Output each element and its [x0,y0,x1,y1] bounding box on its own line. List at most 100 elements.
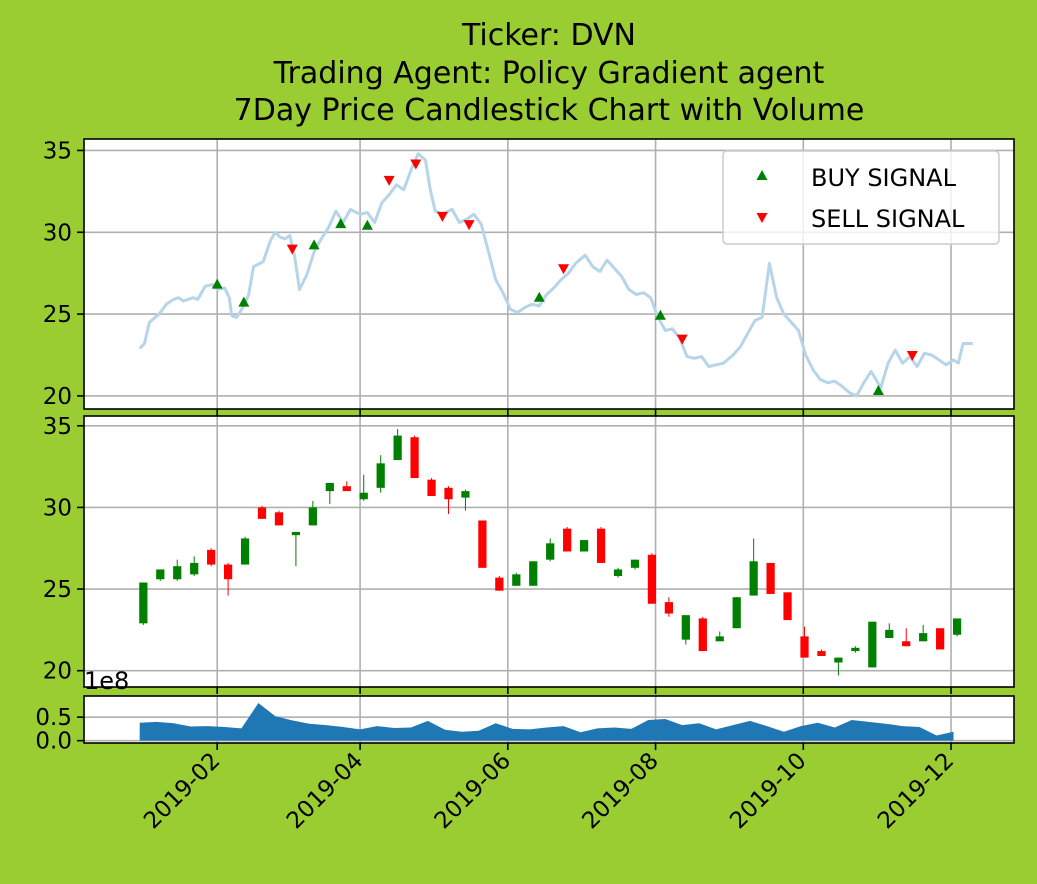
up-candle [529,561,538,586]
candle-body [495,577,504,591]
candle-body [359,492,368,500]
candle-body [766,562,775,594]
y-tick-label: 35 [43,138,72,164]
up-candle [240,536,250,565]
buy-signal-marker [872,385,884,395]
chart-title-line-2: Trading Agent: Policy Gradient agent [273,56,825,91]
down-candle [664,597,673,617]
x-tick-label: 2019-02 [139,748,225,834]
x-tick-labels: 2019-02 2019-04 2019-06 2019-08 2019-10 2019-… [139,748,959,834]
candle-body [749,561,758,596]
candle-body [393,435,402,461]
down-candle [410,435,419,479]
volume-panel: 0.00.5 1e8 [35,667,1015,755]
legend-sell-marker [756,213,768,223]
candle-body [427,479,436,496]
sell-signal-marker [286,244,298,255]
candle-body [444,487,453,500]
up-candle [190,556,199,576]
up-candle [156,569,165,581]
price-x-ticks [216,409,952,416]
y-tick-label: 35 [43,414,72,440]
candle-body [613,569,623,576]
candle-body [580,540,589,552]
legend-buy-marker [756,170,768,180]
candle-body [274,512,284,526]
price-panel: 20 25 30 35 BUY SIGNAL SELL SIGNAL [43,138,1015,416]
candle-panel-grid [84,416,1014,687]
sell-signal-marker [463,220,475,231]
candle-body [207,549,216,565]
candle-body [715,636,724,642]
up-candle [715,631,724,642]
down-candle [427,478,436,496]
candle-body [817,651,826,656]
candle-body [223,564,233,580]
up-candle [173,559,182,581]
up-candle [851,646,860,653]
down-candle [223,562,233,596]
sell-signal-marker [436,211,448,222]
legend: BUY SIGNAL SELL SIGNAL [722,150,1000,245]
up-candle [546,538,555,562]
candle-body [478,520,487,568]
candles [139,429,962,676]
x-tick-label: 2019-12 [873,748,959,834]
candle-body [257,507,267,519]
candle-body [664,602,673,614]
y-tick-label: 25 [43,302,72,328]
candle-body [681,615,690,640]
up-candle [325,482,334,505]
up-candle [461,489,470,511]
legend-buy-label: BUY SIGNAL [811,164,957,192]
chart-title-line-3: 7Day Price Candlestick Chart with Volume [234,93,865,128]
up-candle [681,615,690,645]
sell-signal-marker [676,334,688,345]
volume-area [139,703,954,741]
candle-body [834,657,843,663]
up-candle [359,474,368,501]
sell-signal-marker [410,159,422,170]
y-tick-label: 20 [43,384,72,410]
buy-signal-marker [361,219,373,230]
down-candle [698,616,707,652]
candle-body [800,636,809,658]
sell-signal-marker [558,264,570,275]
candle-body [936,628,945,650]
sell-signal-marker [906,351,918,361]
buy-signal-marker [335,218,347,229]
up-candle [308,500,317,526]
candlestick-panel: 20 25 30 35 [43,414,1015,694]
sell-signal-marker [383,175,395,186]
candle-body [952,618,962,635]
up-candle [613,567,623,578]
down-candle [902,628,911,647]
candle-body [325,482,334,492]
candle-body [885,629,894,639]
up-candle [512,572,521,586]
up-candle [630,559,640,570]
down-candle [817,649,826,656]
down-candle [342,481,351,492]
volume-x-ticks [216,743,952,750]
up-candle [952,618,962,637]
down-candle [478,520,487,568]
candle-body [529,561,538,586]
candle-body [732,597,741,629]
down-candle [800,626,809,658]
candle-body [698,618,707,652]
down-candle [596,527,606,563]
candle-x-ticks [216,687,952,694]
y-tick-label: 20 [43,659,72,685]
up-candle [139,582,148,625]
up-candle [291,531,301,567]
buy-signal-marker [533,291,545,302]
down-candle [274,510,284,526]
chart-title-line-1: Ticker: DVN [461,18,636,53]
candle-body [512,574,521,586]
volume-y-ticks: 0.00.5 [35,705,84,755]
candle-body [173,566,182,580]
buy-signal-marker [308,239,320,250]
down-candle [936,628,945,650]
down-candle [444,486,453,514]
